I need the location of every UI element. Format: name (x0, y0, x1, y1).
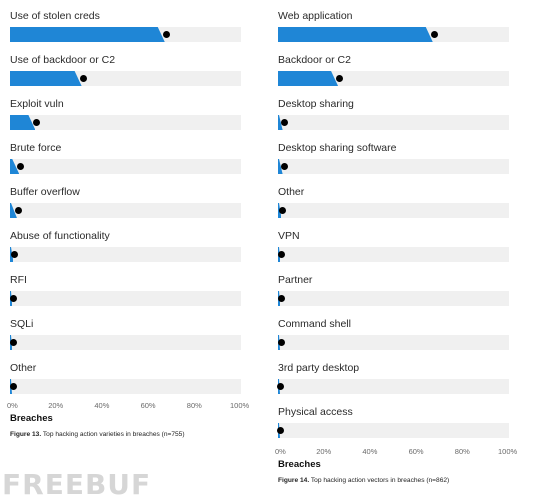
category-label: Other (278, 186, 305, 198)
data-point (11, 251, 19, 258)
bar-track (278, 247, 509, 262)
category-label: Desktop sharing (278, 98, 354, 110)
bar-track (10, 335, 241, 350)
bar-track (278, 379, 509, 394)
x-tick-label: 100% (230, 401, 250, 410)
data-point (162, 31, 170, 38)
bar-track (278, 159, 509, 174)
category-label: RFI (10, 274, 27, 286)
x-tick-label: 40% (94, 401, 110, 410)
data-point (17, 163, 25, 170)
category-label: Use of backdoor or C2 (10, 54, 116, 66)
x-axis-title: Breaches (10, 413, 53, 424)
category-label: Web application (278, 10, 353, 22)
data-point (79, 75, 87, 82)
bar-track (278, 291, 509, 306)
bar-track (10, 247, 241, 262)
category-label: Brute force (10, 142, 62, 154)
data-point (336, 75, 344, 82)
x-axis-title: Breaches (278, 459, 321, 470)
category-label: 3rd party desktop (278, 362, 360, 374)
category-label: Backdoor or C2 (278, 54, 351, 66)
bar (10, 71, 82, 86)
category-label: VPN (278, 230, 300, 242)
bar-track (10, 115, 241, 130)
x-tick-label: 40% (362, 447, 378, 456)
figure-caption-label: Figure 13. (10, 431, 42, 438)
data-point (277, 339, 285, 346)
bar-track (278, 423, 509, 438)
data-point (430, 31, 438, 38)
figure-caption-text: Top hacking action varieties in breaches… (41, 431, 185, 438)
bar (278, 27, 433, 42)
data-point (10, 339, 18, 346)
category-label: Exploit vuln (10, 98, 64, 110)
watermark-logo: FREEBUF (2, 468, 152, 501)
bar (10, 203, 17, 218)
category-label: Buffer overflow (10, 186, 80, 198)
x-tick-label: 80% (454, 447, 470, 456)
figure-caption: Figure 13. Top hacking action varieties … (10, 431, 185, 438)
x-tick-label: 0% (275, 447, 286, 456)
data-point (280, 119, 288, 126)
category-label: Use of stolen creds (10, 10, 100, 22)
data-point (279, 207, 287, 214)
data-point (276, 427, 284, 434)
category-label: SQLi (10, 318, 34, 330)
category-label: Partner (278, 274, 313, 286)
bar (278, 115, 283, 130)
x-tick-label: 60% (140, 401, 156, 410)
figure-caption-label: Figure 14. (278, 477, 310, 484)
x-tick-label: 0% (7, 401, 18, 410)
bar (278, 159, 283, 174)
x-tick-label: 20% (48, 401, 64, 410)
bar-track (278, 335, 509, 350)
bar-track (10, 291, 241, 306)
x-tick-label: 100% (498, 447, 518, 456)
x-tick-label: 60% (408, 447, 424, 456)
bar (10, 159, 20, 174)
bar (278, 71, 339, 86)
bar (10, 27, 165, 42)
data-point (9, 383, 17, 390)
bar-track (10, 159, 241, 174)
data-point (278, 295, 286, 302)
bar-track (278, 203, 509, 218)
data-point (278, 251, 286, 258)
category-label: Command shell (278, 318, 351, 330)
category-label: Desktop sharing software (278, 142, 397, 154)
data-point (280, 163, 288, 170)
data-point (14, 207, 22, 214)
category-label: Abuse of functionality (10, 230, 110, 242)
data-point (10, 295, 18, 302)
figure-caption: Figure 14. Top hacking action vectors in… (278, 477, 449, 484)
x-tick-label: 80% (186, 401, 202, 410)
data-point (33, 119, 41, 126)
category-label: Physical access (278, 406, 353, 418)
bar-track (278, 115, 509, 130)
bar-track (10, 379, 241, 394)
figure-caption-text: Top hacking action vectors in breaches (… (309, 477, 450, 484)
bar (10, 115, 36, 130)
data-point (277, 383, 285, 390)
bar-track (10, 203, 241, 218)
category-label: Other (10, 362, 37, 374)
x-tick-label: 20% (316, 447, 332, 456)
